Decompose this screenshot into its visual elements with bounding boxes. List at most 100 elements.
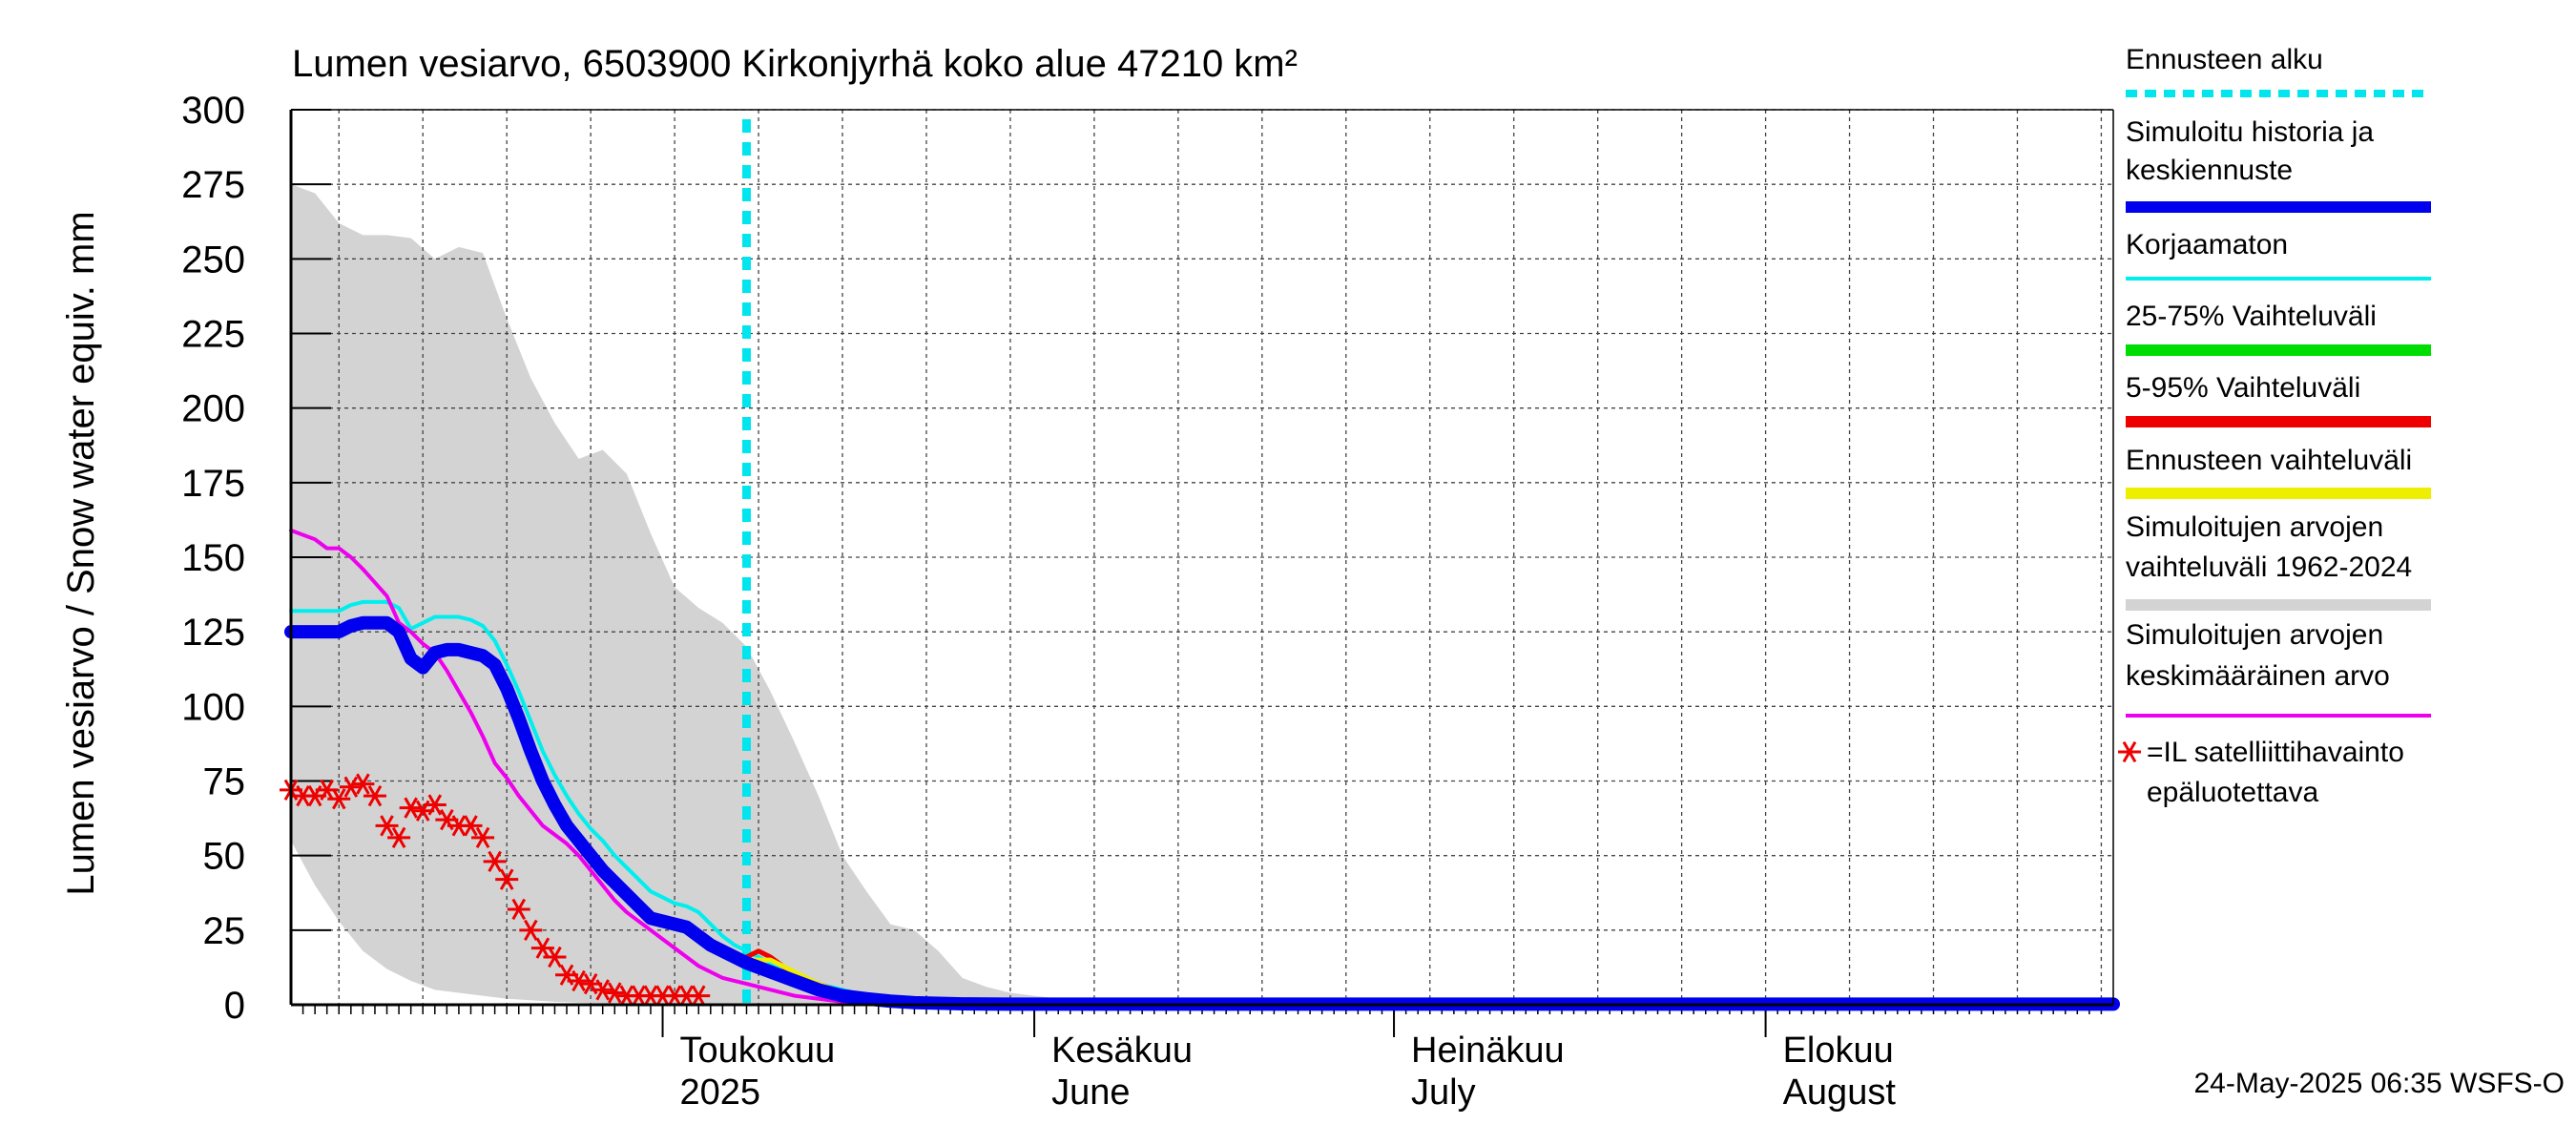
legend-label: keskiennuste [2126,155,2293,186]
legend-item: 25-75% Vaihteluväli [2126,301,2431,356]
chart-title: Lumen vesiarvo, 6503900 Kirkonjyrhä koko… [292,43,1298,85]
legend-star-marker [2122,740,2137,763]
satellite-observation-marker [591,979,614,1001]
legend-label: Korjaamaton [2126,229,2288,260]
series-line [284,615,2120,1011]
y-tick-label: 200 [181,388,245,430]
month-label-fi: Heinäkuu [1411,1030,1565,1071]
y-tick-label: 250 [181,239,245,281]
marker-stroke [367,784,383,807]
marker-stroke [667,985,682,1007]
marker-stroke [440,809,454,831]
series-line [289,599,2115,1007]
marker-stroke [643,985,658,1007]
legend-label: Simuloitujen arvojen [2126,619,2383,651]
satellite-observation-marker [543,946,567,968]
satellite-observation-marker [387,826,411,849]
marker-stroke [380,815,394,837]
marker-stroke [451,815,467,837]
marker-stroke [427,794,443,816]
marker-stroke [548,946,562,968]
legend-label: =IL satelliittihavainto [2147,737,2404,768]
y-axis-label: Lumen vesiarvo / Snow water equiv. mm [60,211,102,895]
satellite-observation-marker [351,773,375,795]
satellite-observation-marker [483,850,507,873]
marker-stroke [511,898,527,921]
month-label-en: July [1411,1072,1476,1113]
y-tick-label: 0 [224,985,245,1027]
marker-stroke [404,797,418,819]
satellite-observation-marker [495,868,519,890]
marker-stroke [583,972,598,995]
legend: Ennusteen alku Simuloitu historia ja keski… [2118,44,2431,808]
satellite-observation-marker [567,969,591,992]
marker-stroke [320,779,334,802]
y-tick-label: 125 [181,612,245,654]
month-label-fi: Toukokuu [680,1030,836,1071]
satellite-observation-marker [519,919,543,941]
marker-stroke [655,985,670,1007]
marker-stroke [619,985,634,1007]
satellite-observation-marker [423,794,447,816]
marker-stroke [343,776,359,798]
legend-label: vaihteluväli 1962-2024 [2126,552,2412,583]
marker-stroke [679,985,694,1007]
marker-stroke [464,815,478,837]
y-tick-label: 75 [203,761,246,803]
satellite-observation-marker [507,898,530,921]
y-tick-label: 25 [203,910,246,952]
marker-stroke [499,868,514,890]
legend-label: Ennusteen alku [2126,44,2323,75]
marker-stroke [535,937,551,959]
legend-item: Korjaamaton [2126,229,2431,281]
marker-stroke [632,985,646,1007]
y-tick-label: 300 [181,90,245,132]
legend-item: =IL satelliittihavainto epäluotettava [2118,737,2404,808]
satellite-observation-marker [399,797,423,819]
marker-stroke [356,773,370,795]
satellite-observation-marker [327,788,351,810]
month-label-fi: Kesäkuu [1051,1030,1193,1071]
month-label-en: 2025 [680,1072,761,1113]
marker-stroke [595,979,611,1001]
legend-label: 5-95% Vaihteluväli [2126,372,2360,404]
plot-area: 0 25 50 75 100 125 150 175 200 225 250 275 300 Toukok… [181,90,2120,1113]
marker-stroke [607,982,622,1004]
legend-label: epäluotettava [2147,777,2318,808]
legend-label: 25-75% Vaihteluväli [2126,301,2377,332]
legend-item: 5-95% Vaihteluväli [2126,372,2431,427]
y-tick-label: 175 [181,463,245,505]
marker-stroke [691,985,706,1007]
month-label-en: June [1051,1072,1130,1113]
marker-stroke [391,826,406,849]
series-line [289,528,2115,1007]
legend-item: Simuloitujen arvojen vaihteluväli 1962-20… [2126,511,2431,611]
marker-stroke [524,919,538,941]
y-tick-label: 275 [181,164,245,206]
month-label-fi: Elokuu [1783,1030,1894,1071]
legend-item: Ennusteen vaihteluväli [2126,445,2431,499]
satellite-observation-marker [375,815,399,837]
marker-stroke [571,969,586,992]
satellite-observation-marker [363,784,386,807]
satellite-observation-marker [339,776,363,798]
satellite-observation-marker [459,815,483,837]
legend-item: Simuloitujen arvojen keskimääräinen arvo [2126,619,2431,718]
legend-item: Ennusteen alku [2126,44,2431,97]
marker-stroke [488,850,502,873]
timestamp: 24-May-2025 06:35 WSFS-O [2194,1068,2566,1099]
legend-label: keskimääräinen arvo [2126,660,2390,692]
legend-label: Simuloitu historia ja [2126,116,2374,148]
y-tick-label: 225 [181,314,245,356]
legend-label: Simuloitujen arvojen [2126,511,2383,543]
legend-item: Simuloitu historia ja keskiennuste [2126,116,2431,213]
satellite-observation-marker [687,985,711,1007]
y-tick-label: 100 [181,686,245,728]
month-label-en: August [1783,1072,1897,1113]
legend-label: Ennusteen vaihteluväli [2126,445,2412,476]
marker-stroke [475,826,490,849]
satellite-observation-marker [603,982,627,1004]
marker-stroke [559,964,574,986]
satellite-observation-marker [471,826,495,849]
